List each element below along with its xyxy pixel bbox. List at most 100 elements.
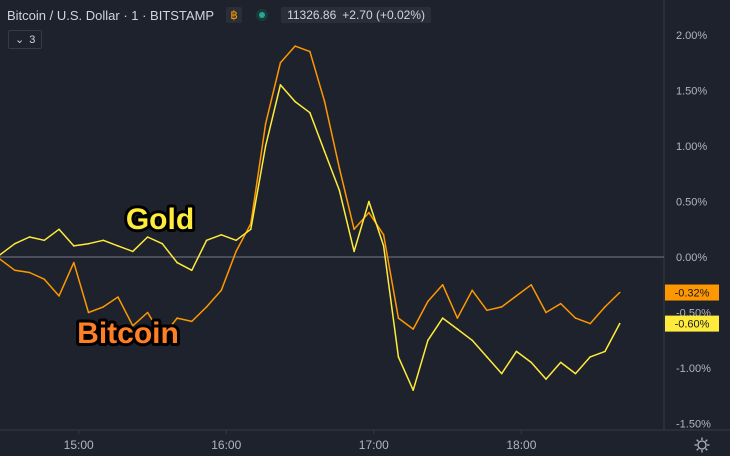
data-point-bitcoin [500, 306, 503, 308]
indicator-count: 3 [29, 33, 36, 46]
y-tick-label: 2.00% [676, 30, 707, 42]
indicators-toggle-button[interactable]: ⌄ 3 [8, 30, 43, 49]
data-point-bitcoin [220, 289, 223, 292]
data-point-gold [559, 361, 562, 364]
data-point-gold [220, 234, 223, 236]
data-point-gold [574, 372, 577, 375]
last-value-label-bitcoin: -0.32% [675, 288, 710, 300]
data-point-bitcoin [323, 100, 326, 103]
data-point-gold [604, 350, 606, 353]
data-point-gold [515, 350, 518, 353]
x-tick-label: 17:00 [359, 438, 389, 452]
data-point-gold [589, 356, 591, 358]
data-point-gold [264, 145, 267, 147]
data-point-bitcoin [486, 309, 488, 312]
data-point-bitcoin [87, 311, 90, 314]
x-tick-label: 15:00 [64, 438, 94, 452]
data-point-gold [0, 254, 1, 256]
data-point-gold [471, 339, 474, 342]
data-point-gold [73, 245, 75, 247]
data-point-gold [191, 269, 193, 272]
y-tick-label: 0.00% [676, 252, 707, 264]
data-point-gold [368, 200, 370, 203]
last-price: 11326.86 [287, 8, 337, 22]
data-point-gold [58, 228, 60, 231]
data-point-bitcoin [353, 228, 355, 231]
data-point-gold [294, 100, 296, 103]
data-point-bitcoin [14, 269, 16, 272]
data-point-bitcoin [515, 295, 518, 297]
data-point-gold [14, 242, 16, 245]
data-point-gold [397, 356, 400, 358]
data-point-bitcoin [279, 62, 282, 64]
currency-icon: ฿ [226, 7, 243, 23]
y-tick-label: 1.50% [676, 86, 707, 98]
data-point-gold [353, 250, 355, 253]
data-point-bitcoin [441, 284, 444, 286]
data-point-bitcoin [456, 317, 459, 319]
data-point-bitcoin [397, 317, 400, 319]
data-point-bitcoin [382, 234, 385, 236]
data-point-gold [43, 239, 46, 242]
data-point-bitcoin [102, 306, 105, 308]
y-tick-label: -1.00% [676, 363, 711, 375]
data-point-bitcoin [28, 271, 31, 274]
x-tick-label: 16:00 [211, 438, 241, 452]
data-point-gold [28, 236, 31, 238]
data-point-bitcoin [604, 306, 606, 308]
data-point-bitcoin [43, 278, 46, 281]
data-point-gold [161, 242, 164, 245]
data-point-bitcoin [132, 325, 134, 327]
data-point-bitcoin [559, 302, 562, 305]
chart-legend-header: Bitcoin / U.S. Dollar · 1 · BITSTAMP ฿ 1… [7, 5, 431, 25]
data-point-bitcoin [589, 322, 591, 325]
last-value-tag-bitcoin [665, 284, 719, 301]
data-point-gold [530, 361, 532, 364]
data-point-gold [250, 228, 252, 231]
chevron-down-icon: ⌄ [15, 34, 25, 46]
data-point-bitcoin [0, 258, 1, 260]
x-tick-label: 18:00 [506, 438, 536, 452]
data-point-bitcoin [545, 311, 547, 314]
data-point-bitcoin [117, 296, 119, 298]
data-point-bitcoin [191, 320, 193, 323]
data-point-bitcoin [338, 167, 341, 169]
data-point-bitcoin [73, 261, 75, 264]
data-point-bitcoin [530, 284, 532, 286]
data-point-gold [132, 250, 134, 253]
data-point-gold [618, 322, 621, 325]
data-point-bitcoin [427, 300, 429, 303]
data-point-gold [87, 242, 90, 245]
data-point-gold [102, 239, 105, 242]
annotation-gold: Gold [126, 203, 194, 236]
data-point-gold [205, 239, 208, 242]
data-point-bitcoin [58, 295, 60, 297]
data-point-bitcoin [471, 289, 474, 292]
data-point-gold [338, 189, 341, 192]
data-point-bitcoin [146, 311, 149, 314]
data-point-bitcoin [176, 317, 178, 319]
data-point-bitcoin [205, 306, 208, 308]
annotation-bitcoin: Bitcoin [77, 317, 179, 350]
data-point-gold [427, 339, 429, 342]
data-point-bitcoin [264, 123, 267, 125]
settings-gear-icon[interactable] [693, 436, 711, 454]
symbol-title[interactable]: Bitcoin / U.S. Dollar · 1 · BITSTAMP [7, 7, 215, 23]
y-tick-label: -1.50% [676, 419, 711, 431]
data-point-bitcoin [235, 250, 237, 253]
data-point-bitcoin [161, 336, 164, 338]
data-point-gold [235, 239, 237, 242]
live-dot-icon [256, 9, 269, 21]
data-point-gold [309, 111, 311, 114]
data-point-gold [146, 236, 149, 238]
last-value-label-gold: -0.60% [675, 319, 710, 331]
data-point-gold [545, 378, 547, 380]
data-point-gold [117, 245, 119, 247]
data-point-bitcoin [294, 45, 296, 47]
last-value-tag-gold [665, 315, 719, 332]
data-point-gold [279, 84, 282, 86]
data-point-gold [412, 389, 415, 392]
price-change: +2.70 (+0.02%) [342, 8, 425, 22]
price-readout: 11326.86 +2.70 (+0.02%) [281, 7, 431, 23]
